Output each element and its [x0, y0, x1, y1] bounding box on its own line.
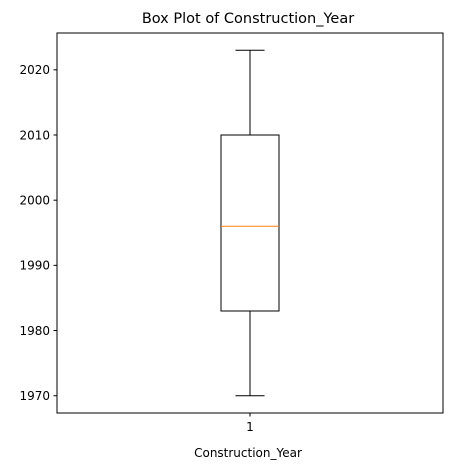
y-tick-label: 1970 — [19, 389, 50, 403]
y-tick-label: 2020 — [19, 63, 50, 77]
y-tick-label: 2000 — [19, 193, 50, 207]
y-tick-label: 2010 — [19, 128, 50, 142]
chart-title: Box Plot of Construction_Year — [142, 11, 354, 27]
y-tick-label: 1980 — [19, 324, 50, 338]
y-tick-label: 1990 — [19, 259, 50, 273]
x-axis-label: Construction_Year — [194, 446, 302, 460]
x-tick-label: 1 — [246, 420, 254, 434]
